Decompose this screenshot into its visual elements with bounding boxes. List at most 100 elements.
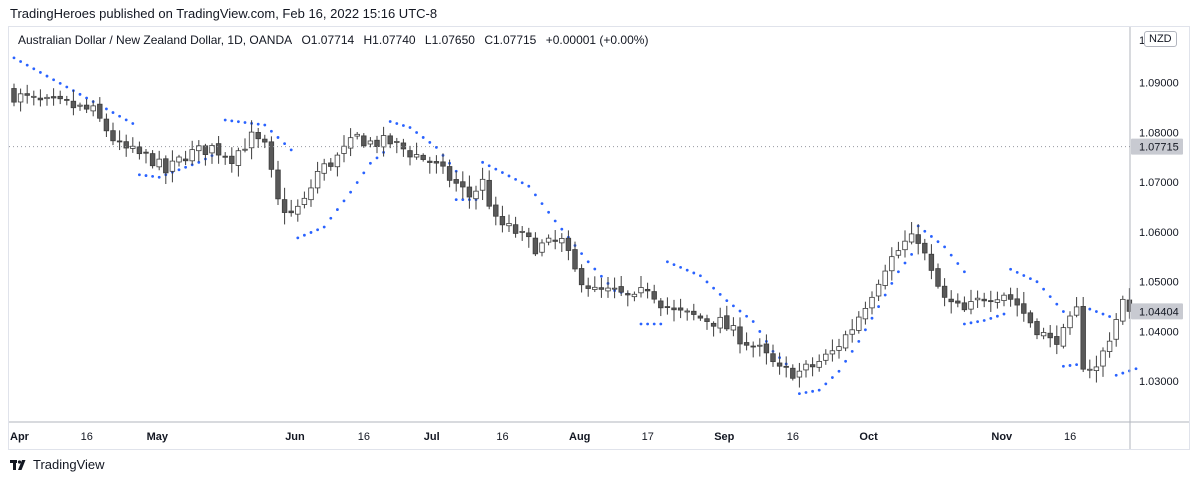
sar-dot [738, 309, 742, 313]
sar-dot [910, 252, 913, 256]
candle-body [156, 158, 162, 168]
candle-body [163, 158, 169, 174]
sar-dot [798, 392, 801, 396]
candle-body [671, 307, 677, 311]
sar-dot [105, 107, 108, 111]
sar-dot [111, 111, 115, 114]
sar-dot [197, 160, 201, 164]
candle-body [1021, 303, 1027, 314]
sar-dot [362, 171, 366, 175]
candle-body [717, 316, 723, 329]
sar-dot [817, 388, 821, 392]
candle-body [539, 242, 545, 253]
candle-body [948, 298, 954, 303]
sar-dot [494, 167, 498, 171]
candle-body [974, 297, 981, 301]
candle-body [90, 105, 96, 112]
sar-dot [461, 198, 465, 202]
sar-dot [355, 181, 359, 184]
sar-dot [1062, 310, 1065, 313]
sar-dot [903, 261, 907, 265]
sar-dot [514, 177, 517, 181]
sar-dot [930, 235, 933, 238]
candle-body [222, 155, 228, 158]
sar-dot [349, 190, 352, 194]
candle-body [1073, 306, 1080, 316]
sar-dot [289, 148, 293, 152]
sar-dot [534, 193, 537, 197]
sar-dot [329, 216, 333, 220]
sar-dot [824, 382, 828, 386]
candle-body [532, 237, 539, 255]
candle-body [116, 140, 123, 143]
candle-body [651, 291, 657, 300]
candle-body [248, 131, 255, 149]
candle-body [473, 190, 479, 200]
sar-dot [725, 299, 729, 303]
candle-body [1007, 294, 1014, 300]
legend-close: C1.07715 [484, 33, 537, 47]
candle-body [895, 250, 902, 256]
candle-body [955, 300, 961, 304]
currency-badge[interactable]: NZD [1144, 31, 1177, 47]
candle-body [829, 350, 836, 355]
sar-dot [864, 328, 867, 332]
price-tick-label: 1.03000 [1139, 376, 1179, 388]
candle-body [275, 169, 281, 200]
time-tick-label: Oct [859, 431, 878, 443]
sar-dot [837, 369, 841, 373]
candle-body [314, 171, 321, 189]
sar-dot [732, 304, 735, 308]
time-tick-label: 16 [358, 431, 370, 443]
candle-body [1067, 315, 1073, 329]
sar-dot [375, 156, 379, 160]
candle-body [684, 310, 690, 313]
candle-body [182, 158, 189, 162]
legend-open: O1.07714 [301, 33, 355, 47]
candle-body [506, 223, 512, 227]
candle-body [427, 160, 433, 163]
sar-dot [421, 136, 425, 139]
sar-dot [600, 274, 603, 278]
candle-body [268, 141, 275, 170]
candle-body [1027, 312, 1034, 324]
sar-dot [256, 122, 260, 126]
sar-dot [85, 96, 88, 100]
candle-body [354, 133, 360, 137]
candle-body [941, 285, 948, 298]
sar-dot [718, 292, 722, 296]
time-tick-label: 16 [787, 431, 799, 443]
candle-body [961, 302, 968, 311]
legend-change: +0.00001 (+0.00%) [545, 33, 649, 47]
candle-body [856, 316, 862, 331]
candle-body [915, 234, 921, 244]
candle-body [1040, 332, 1047, 337]
candle-body [83, 104, 90, 110]
candle-body [281, 199, 288, 213]
sar-dot [639, 322, 643, 326]
sar-dot [303, 233, 306, 237]
tradingview-brand[interactable]: TradingView [10, 457, 105, 472]
sar-dot [699, 274, 702, 278]
sar-dot [388, 120, 392, 123]
sar-dot [666, 260, 669, 264]
candle-body [697, 315, 704, 319]
symbol-name[interactable]: Australian Dollar / New Zealand Dollar, … [18, 33, 293, 47]
sar-dot [58, 81, 62, 85]
candle-body [11, 88, 17, 103]
candle-body [644, 288, 651, 292]
parabolic-sar-series [12, 56, 1138, 396]
sar-dot [223, 118, 227, 122]
sar-dot [316, 228, 319, 232]
price-tick-label: 1.05000 [1139, 277, 1179, 289]
sar-dot [831, 376, 834, 379]
candle-body [235, 150, 242, 166]
time-tick-label: Jun [285, 431, 305, 443]
candle-body [638, 287, 644, 294]
sar-dot [705, 280, 709, 284]
candle-body [460, 181, 466, 188]
candle-body [710, 322, 717, 327]
candle-body [770, 353, 776, 363]
sar-dot [1075, 363, 1078, 367]
